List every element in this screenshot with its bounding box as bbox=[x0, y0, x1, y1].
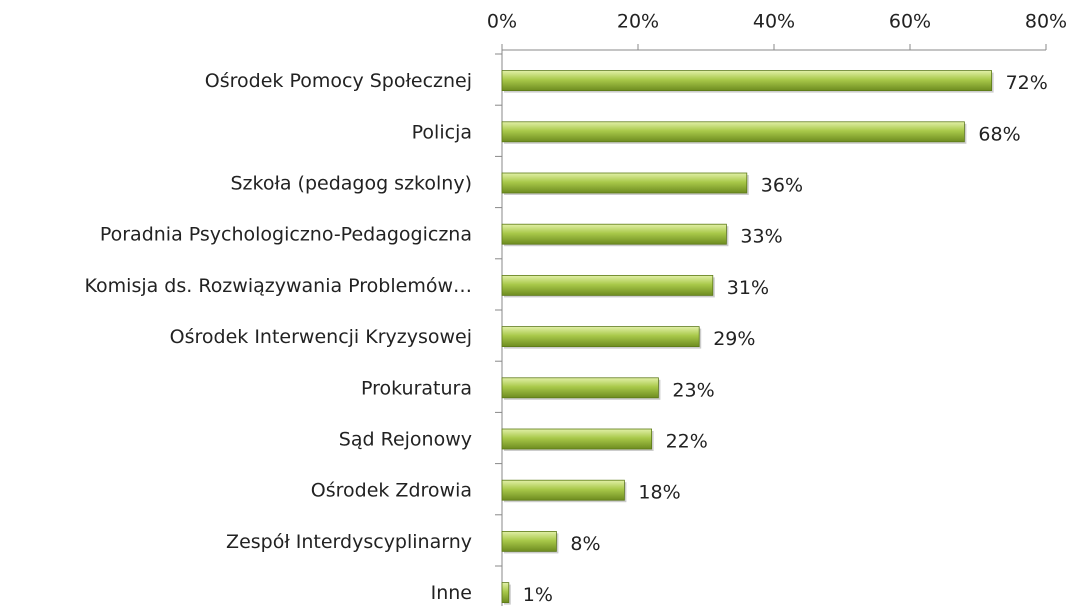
x-tick-label: 20% bbox=[617, 11, 659, 33]
x-tick-label: 60% bbox=[889, 11, 931, 33]
y-tick-label: Inne bbox=[431, 582, 472, 604]
bar bbox=[501, 428, 653, 450]
value-label: 68% bbox=[978, 123, 1020, 145]
y-tick-label: Prokuratura bbox=[361, 377, 472, 399]
value-label: 22% bbox=[666, 431, 708, 453]
bar bbox=[501, 274, 714, 296]
value-label: 33% bbox=[740, 226, 782, 248]
y-tick-label: Sąd Rejonowy bbox=[339, 429, 472, 451]
bar bbox=[501, 172, 748, 194]
x-tick-label: 80% bbox=[1025, 11, 1067, 33]
bar bbox=[501, 377, 659, 399]
bar bbox=[501, 326, 700, 348]
x-tick-label: 0% bbox=[487, 11, 517, 33]
y-tick-label: Szkoła (pedagog szkolny) bbox=[230, 173, 472, 195]
value-label: 8% bbox=[570, 533, 600, 555]
value-label: 36% bbox=[761, 175, 803, 197]
value-label: 72% bbox=[1006, 72, 1048, 94]
y-tick-label: Ośrodek Zdrowia bbox=[311, 480, 472, 502]
bar bbox=[501, 479, 625, 501]
value-label: 1% bbox=[523, 584, 553, 606]
value-label: 23% bbox=[672, 379, 714, 401]
bar bbox=[501, 531, 557, 552]
y-tick-label: Komisja ds. Rozwiązywania Problemów… bbox=[85, 275, 472, 297]
y-tick-label: Ośrodek Interwencji Kryzysowej bbox=[170, 326, 472, 348]
y-tick-label: Zespół Interdyscyplinarny bbox=[226, 531, 472, 553]
value-label: 31% bbox=[727, 277, 769, 299]
y-tick-label: Policja bbox=[412, 121, 472, 143]
value-label: 29% bbox=[713, 328, 755, 350]
bar bbox=[501, 223, 727, 245]
bar bbox=[501, 121, 965, 143]
bar bbox=[501, 582, 510, 603]
y-tick-label: Poradnia Psychologiczno-Pedagogiczna bbox=[100, 224, 472, 246]
x-tick-label: 40% bbox=[753, 11, 795, 33]
bar bbox=[501, 70, 993, 91]
value-label: 18% bbox=[638, 482, 680, 504]
y-tick-label: Ośrodek Pomocy Społecznej bbox=[205, 70, 472, 92]
